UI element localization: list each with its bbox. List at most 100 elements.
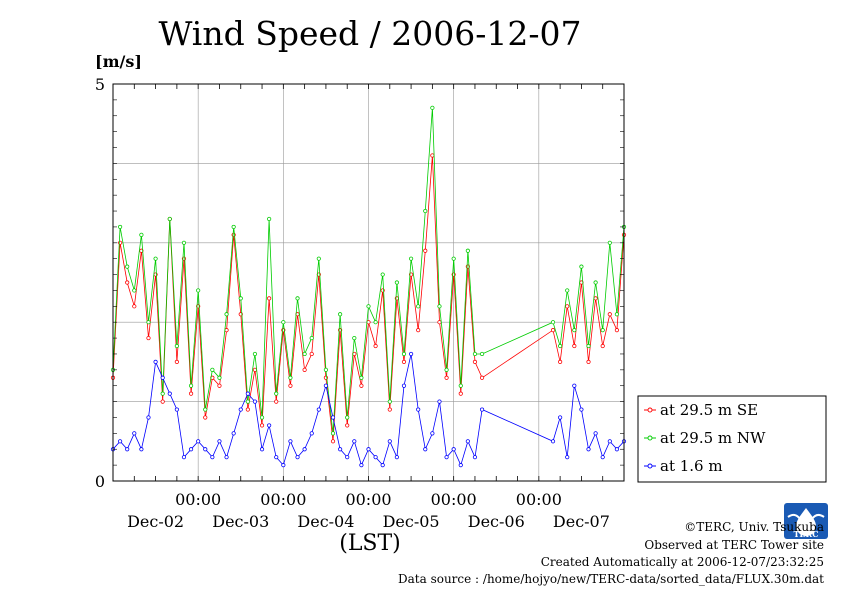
credit-observed: Observed at TERC Tower site: [644, 538, 824, 552]
data-point: [373, 320, 378, 325]
data-point: [479, 407, 485, 412]
legend-label: at 29.5 m NW: [660, 429, 766, 447]
data-point: [245, 407, 250, 412]
data-point: [224, 455, 229, 460]
data-point: [387, 399, 392, 404]
data-point: [565, 455, 570, 460]
data-point: [607, 439, 612, 444]
data-point: [309, 351, 314, 357]
data-point: [572, 383, 577, 388]
data-point: [614, 328, 620, 333]
y-tick-label: 5: [95, 75, 105, 94]
data-point: [451, 447, 456, 452]
data-point: [281, 463, 286, 468]
data-point: [160, 399, 165, 404]
data-point: [203, 415, 208, 420]
data-point: [267, 296, 272, 301]
data-point: [437, 304, 442, 309]
data-point: [408, 351, 414, 357]
data-point: [316, 407, 321, 412]
data-point: [330, 415, 336, 420]
data-point: [550, 320, 556, 325]
logo-text: TERC: [793, 529, 818, 539]
data-point: [338, 447, 343, 452]
data-point: [224, 328, 229, 333]
data-point: [472, 359, 478, 364]
data-point: [444, 375, 449, 380]
data-point: [423, 248, 428, 253]
data-point: [274, 399, 279, 404]
data-point: [117, 439, 123, 444]
data-point: [309, 431, 314, 436]
data-point: [458, 391, 463, 396]
data-point: [366, 304, 371, 309]
data-point: [430, 153, 435, 158]
data-point: [373, 343, 378, 349]
legend: at 29.5 m SE at 29.5 m NW at 1.6 m: [637, 395, 827, 483]
data-point: [586, 359, 591, 364]
data-point: [558, 359, 563, 364]
series-line: [112, 107, 625, 434]
data-point: [217, 439, 222, 444]
data-point: [267, 216, 272, 222]
data-point: [188, 391, 194, 396]
data-point: [444, 367, 449, 372]
series-1: [110, 105, 627, 436]
data-point: [217, 375, 222, 380]
data-point: [479, 375, 485, 380]
data-point: [430, 431, 435, 436]
data-point: [132, 288, 137, 293]
data-point: [203, 447, 208, 452]
data-point: [479, 351, 485, 357]
x-tick-label: 00:00: [260, 490, 306, 509]
data-point: [465, 248, 470, 253]
data-point: [160, 391, 165, 396]
data-point: [423, 447, 428, 452]
data-point: [614, 312, 620, 317]
data-point: [196, 439, 201, 444]
data-point: [579, 407, 584, 412]
data-point: [203, 407, 208, 412]
data-point: [288, 383, 293, 388]
data-point: [387, 439, 392, 444]
series-0: [110, 153, 627, 444]
data-point: [593, 280, 598, 285]
data-point: [472, 455, 478, 460]
data-point: [146, 415, 151, 420]
data-point: [550, 328, 556, 333]
data-point: [359, 383, 364, 388]
data-point: [600, 455, 605, 460]
data-point: [401, 351, 407, 357]
data-point: [593, 296, 598, 301]
credit-data-source: Data source : /home/hojyo/new/TERC-data/…: [398, 572, 824, 586]
data-point: [252, 399, 258, 404]
data-point: [416, 304, 421, 309]
data-point: [437, 320, 442, 325]
legend-marker: [647, 407, 653, 413]
data-point: [210, 367, 215, 372]
data-point: [565, 288, 570, 293]
grid: [113, 84, 624, 481]
data-point: [139, 232, 144, 237]
data-point: [352, 439, 357, 444]
date-label: Dec-04: [297, 512, 354, 531]
data-point: [572, 343, 577, 349]
data-point: [607, 312, 612, 317]
data-point: [238, 296, 243, 301]
data-point: [600, 343, 605, 349]
data-point: [437, 399, 442, 404]
date-label: Dec-07: [553, 512, 610, 531]
data-point: [259, 415, 265, 420]
data-point: [174, 343, 179, 349]
data-point: [607, 240, 612, 245]
data-point: [274, 455, 279, 460]
data-point: [295, 455, 300, 460]
data-point: [117, 224, 123, 230]
data-point: [593, 431, 598, 436]
data-point: [416, 328, 421, 333]
data-point: [373, 455, 378, 460]
data-point: [302, 367, 307, 372]
data-point: [323, 367, 329, 372]
date-label: Dec-06: [468, 512, 525, 531]
